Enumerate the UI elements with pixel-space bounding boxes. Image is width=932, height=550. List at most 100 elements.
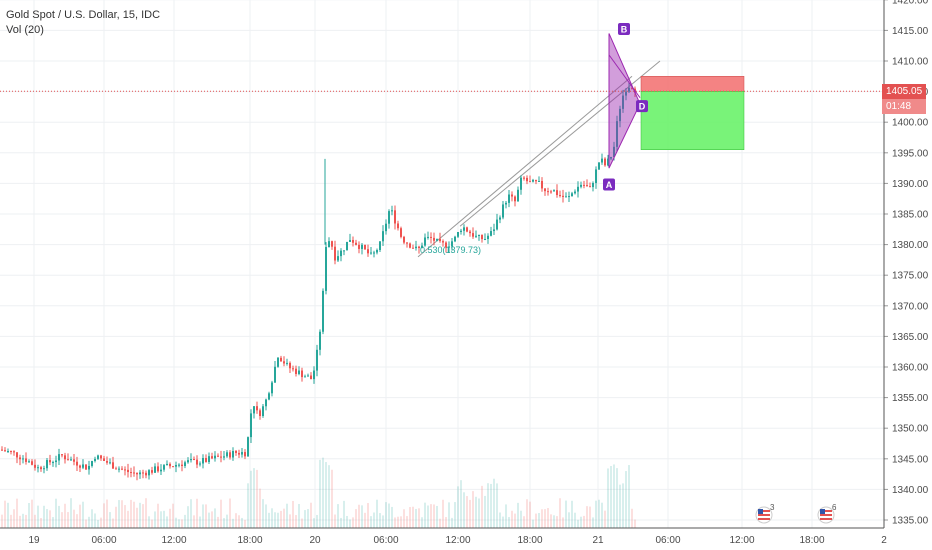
candle-body <box>442 241 444 243</box>
candle <box>247 436 249 457</box>
candle-body <box>25 458 27 462</box>
volume-bar <box>562 517 564 528</box>
abcd-pattern[interactable]: A B D <box>603 23 648 191</box>
candle <box>373 250 375 258</box>
volume-bar <box>67 512 69 528</box>
candle-body <box>73 459 75 462</box>
candle-body <box>451 241 453 247</box>
candle-body <box>556 190 558 196</box>
candle-body <box>532 179 534 182</box>
candle-body <box>469 231 471 234</box>
trend-channel[interactable]: 0.530(1379.73) <box>417 60 661 258</box>
volume-bar <box>571 500 573 528</box>
volume-indicator-label[interactable]: Vol (20) <box>6 24 44 36</box>
volume-bar <box>220 499 222 528</box>
volume-bar <box>55 498 57 528</box>
volume-bar <box>409 507 411 528</box>
candle <box>559 190 561 198</box>
volume-bar <box>208 512 210 528</box>
volume-bar <box>469 499 471 528</box>
symbol-title[interactable]: Gold Spot / U.S. Dollar, 15, IDC <box>6 9 161 21</box>
candle <box>538 176 540 182</box>
candle-body <box>136 472 138 475</box>
candle-body <box>346 241 348 251</box>
volume-bar <box>127 510 129 528</box>
price-tick-label: 1410.00 <box>892 57 929 68</box>
volume-bar <box>22 513 24 528</box>
volume-bar <box>523 516 525 528</box>
candle <box>214 451 216 462</box>
candle <box>280 355 282 362</box>
volume-bar <box>43 505 45 528</box>
candle <box>589 182 591 188</box>
candle-body <box>211 456 213 459</box>
candle-body <box>535 179 537 182</box>
candle-body <box>109 462 111 464</box>
volume-bar <box>445 517 447 528</box>
volume-bar <box>316 514 318 528</box>
volume-bar <box>25 514 27 528</box>
volume-bar <box>31 499 33 528</box>
candle-body <box>541 180 543 189</box>
candle <box>316 344 318 377</box>
candle <box>265 398 267 411</box>
candle-body <box>511 194 513 197</box>
channel-upper-line <box>459 60 661 227</box>
candle-body <box>379 241 381 251</box>
candle <box>139 470 141 479</box>
volume-bar <box>49 510 51 528</box>
candle <box>124 466 126 476</box>
candle-body <box>280 357 282 362</box>
candle <box>547 187 549 196</box>
candle <box>493 223 495 235</box>
flag-stripe <box>820 510 832 512</box>
candle <box>436 238 438 242</box>
candle-body <box>145 472 147 476</box>
volume-bar <box>163 510 165 528</box>
volume-bar <box>607 468 609 528</box>
candle-body <box>241 452 243 455</box>
candle-body <box>454 236 456 242</box>
candle <box>157 462 159 473</box>
candle-body <box>16 452 18 458</box>
candle <box>4 447 6 452</box>
candle <box>622 89 624 113</box>
candle <box>31 459 33 466</box>
volume-bar <box>586 506 588 528</box>
candle-body <box>613 146 615 157</box>
volume-bar <box>421 517 423 528</box>
candle-body <box>433 237 435 241</box>
candle <box>367 244 369 257</box>
volume-bar <box>460 480 462 528</box>
volume-bar <box>631 508 633 528</box>
flag-stripe <box>758 518 770 520</box>
candle-body <box>118 468 120 470</box>
candle-body <box>199 463 201 465</box>
candle <box>448 241 450 253</box>
price-axis[interactable]: 1335.00 1340.00 1345.00 1350.00 1355.00 1360.… <box>883 0 929 528</box>
candle-body <box>82 464 84 468</box>
candle <box>346 241 348 251</box>
long-short-position-tool[interactable] <box>640 76 745 150</box>
candle <box>28 459 30 463</box>
volume-bar <box>568 512 570 528</box>
time-tick-label: 18:00 <box>517 535 542 546</box>
candle <box>319 329 321 356</box>
candle <box>40 465 42 472</box>
volume-bar <box>361 505 363 528</box>
candle <box>91 460 93 468</box>
candle-body <box>526 177 528 182</box>
time-axis[interactable]: 19 06:00 12:00 18:00 20 06:00 12:00 18:00 21 06:0… <box>0 527 887 546</box>
volume-bar <box>280 510 282 528</box>
candle <box>286 358 288 366</box>
volume-bar <box>412 506 414 528</box>
volume-bar <box>427 505 429 528</box>
candle <box>130 467 132 478</box>
volume-bar <box>436 505 438 528</box>
volume-bar <box>373 512 375 528</box>
volume-bar <box>34 514 36 528</box>
candle <box>421 242 423 249</box>
volume-bar <box>250 470 252 528</box>
